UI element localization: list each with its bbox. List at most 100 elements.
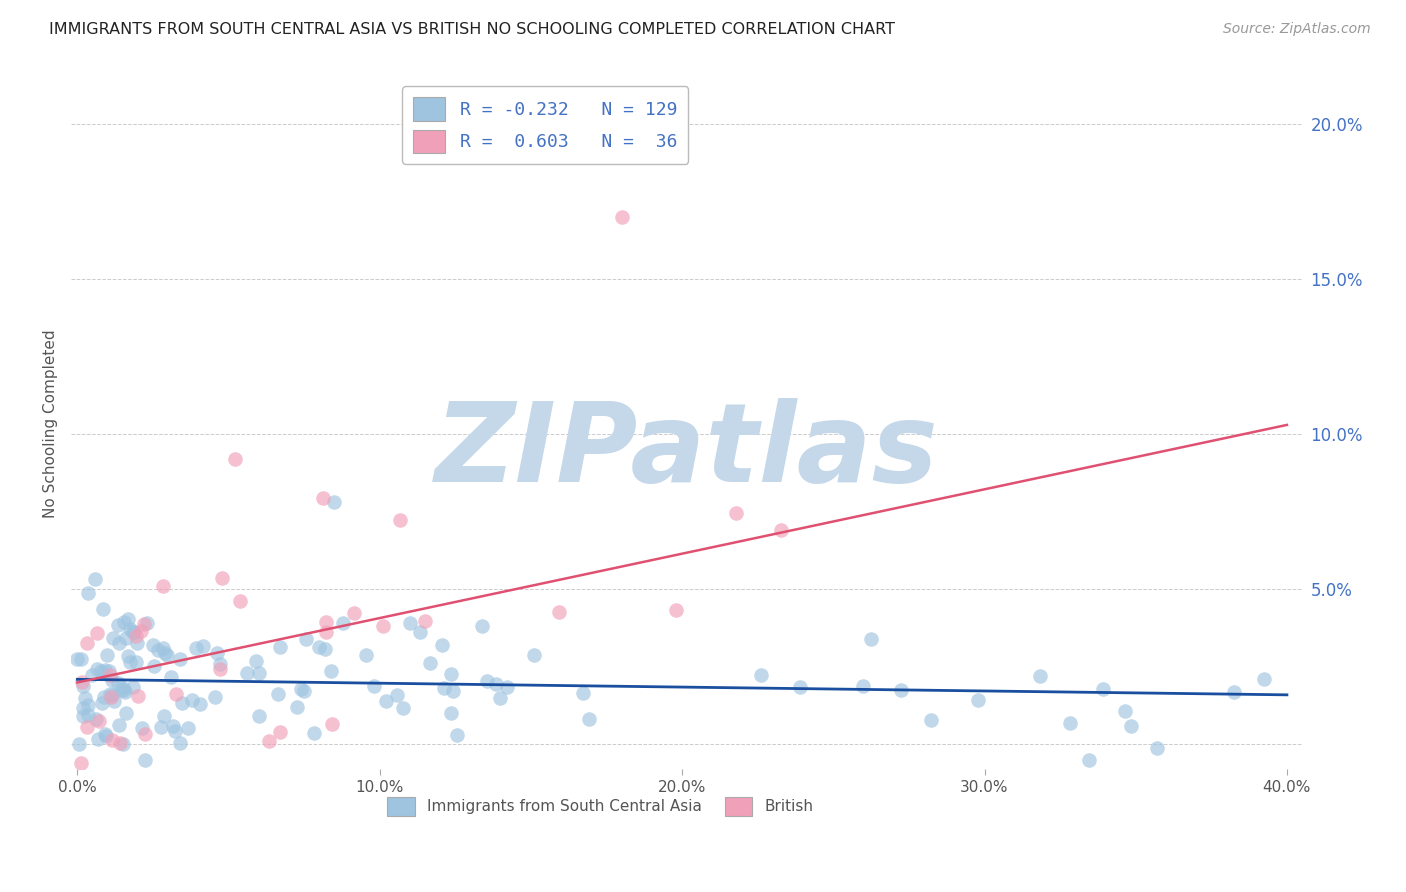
Point	[208, 657, 231, 671]
Point	[496, 680, 519, 694]
Point	[101, 673, 124, 687]
Point	[98, 664, 121, 678]
Point	[127, 636, 149, 650]
Point	[159, 670, 181, 684]
Point	[440, 706, 463, 720]
Point	[166, 688, 188, 702]
Point	[290, 681, 312, 696]
Point	[112, 615, 135, 630]
Point	[475, 674, 498, 689]
Point	[103, 694, 125, 708]
Point	[172, 697, 194, 711]
Point	[363, 679, 385, 693]
Point	[84, 712, 107, 726]
Point	[323, 495, 346, 509]
Point	[122, 625, 145, 640]
Text: IMMIGRANTS FROM SOUTH CENTRAL ASIA VS BRITISH NO SCHOOLING COMPLETED CORRELATION: IMMIGRANTS FROM SOUTH CENTRAL ASIA VS BR…	[49, 22, 896, 37]
Point	[920, 713, 942, 727]
Legend: Immigrants from South Central Asia, British: Immigrants from South Central Asia, Brit…	[380, 789, 821, 824]
Point	[572, 686, 595, 700]
Point	[413, 614, 436, 628]
Point	[966, 693, 988, 707]
Point	[134, 616, 156, 631]
Point	[247, 709, 270, 723]
Point	[76, 721, 98, 735]
Point	[321, 716, 343, 731]
Point	[269, 640, 291, 655]
Point	[302, 726, 325, 740]
Point	[162, 718, 184, 732]
Point	[77, 708, 100, 723]
Point	[259, 734, 281, 748]
Point	[101, 733, 124, 747]
Point	[72, 709, 94, 723]
Point	[184, 640, 207, 655]
Point	[371, 619, 394, 633]
Point	[177, 721, 200, 735]
Point	[118, 655, 141, 669]
Point	[446, 728, 468, 742]
Point	[111, 737, 134, 751]
Point	[148, 642, 170, 657]
Point	[180, 693, 202, 707]
Point	[354, 648, 377, 662]
Point	[285, 699, 308, 714]
Point	[1121, 719, 1143, 733]
Point	[94, 663, 117, 677]
Point	[409, 624, 432, 639]
Point	[399, 616, 422, 631]
Point	[224, 452, 246, 467]
Point	[152, 579, 174, 593]
Point	[441, 683, 464, 698]
Point	[107, 676, 129, 690]
Point	[86, 732, 108, 747]
Point	[191, 640, 214, 654]
Point	[1114, 704, 1136, 718]
Point	[228, 594, 250, 608]
Point	[110, 682, 132, 697]
Point	[90, 665, 112, 679]
Point	[205, 646, 228, 660]
Point	[749, 667, 772, 681]
Point	[94, 729, 117, 743]
Point	[235, 666, 257, 681]
Point	[122, 681, 145, 695]
Point	[292, 683, 315, 698]
Point	[770, 523, 793, 537]
Point	[548, 605, 571, 619]
Point	[163, 724, 186, 739]
Point	[190, 697, 212, 711]
Point	[440, 666, 463, 681]
Point	[169, 736, 191, 750]
Point	[665, 602, 688, 616]
Point	[101, 688, 124, 702]
Point	[114, 685, 136, 699]
Point	[789, 680, 811, 694]
Point	[1091, 681, 1114, 696]
Point	[101, 631, 124, 645]
Point	[87, 714, 110, 729]
Point	[1059, 715, 1081, 730]
Point	[129, 624, 152, 639]
Point	[125, 655, 148, 669]
Point	[96, 648, 118, 662]
Point	[1146, 741, 1168, 756]
Point	[108, 717, 131, 731]
Point	[308, 640, 330, 654]
Point	[204, 690, 226, 705]
Point	[118, 623, 141, 637]
Point	[1078, 753, 1101, 767]
Y-axis label: No Schooling Completed: No Schooling Completed	[44, 329, 58, 517]
Point	[135, 616, 157, 631]
Point	[91, 601, 114, 615]
Point	[392, 701, 415, 715]
Point	[70, 674, 93, 689]
Point	[67, 737, 90, 751]
Point	[389, 513, 412, 527]
Point	[1223, 684, 1246, 698]
Point	[319, 664, 342, 678]
Point	[314, 642, 336, 657]
Point	[149, 720, 172, 734]
Point	[419, 656, 441, 670]
Point	[209, 662, 232, 676]
